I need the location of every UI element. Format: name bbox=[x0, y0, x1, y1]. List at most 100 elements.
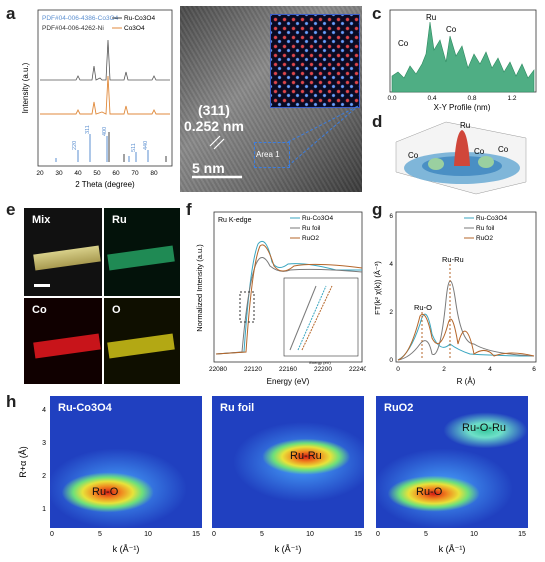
xtick: 5 bbox=[98, 531, 102, 538]
edge-label: Ru K-edge bbox=[218, 217, 252, 224]
x-axis-label: X-Y Profile (nm) bbox=[434, 103, 491, 112]
xtick: 10 bbox=[144, 531, 152, 538]
xtick: 60 bbox=[112, 170, 120, 177]
ru-ru-annotation: Ru-Ru bbox=[290, 450, 322, 462]
inset-x-label: Energy (eV) bbox=[309, 360, 331, 365]
x-axis-label: Energy (eV) bbox=[267, 377, 310, 386]
xtick: 10 bbox=[470, 531, 478, 538]
x-axis-label: k (Å⁻¹) bbox=[275, 544, 302, 554]
area-1-box bbox=[254, 142, 290, 168]
y-axis-label: R+α (Å) bbox=[18, 446, 28, 477]
ytick: 3 bbox=[42, 440, 46, 447]
fft-inset bbox=[270, 14, 360, 108]
xtick: 10 bbox=[306, 531, 314, 538]
ytick: 4 bbox=[389, 261, 393, 268]
xtick: 6 bbox=[532, 366, 536, 373]
legend-ru-foil: Ru foil bbox=[302, 225, 321, 232]
exafs-chart: Ru-Co3O4 Ru foil RuO2 Ru-Ru Ru-O 0 2 4 6… bbox=[373, 211, 537, 386]
ytick: 4 bbox=[42, 407, 46, 414]
x-axis-label: k (Å⁻¹) bbox=[113, 544, 140, 554]
wt-axes: 1 2 3 4 R+α (Å) 0 5 10 15 0 5 10 15 0 5 … bbox=[18, 407, 526, 554]
legend-ru-co3o4: Ru-Co3O4 bbox=[124, 15, 155, 22]
legend-ru-co3o4: Ru-Co3O4 bbox=[476, 215, 507, 222]
y-axis-label: Intensity (a.u.) bbox=[21, 62, 30, 113]
y-axis-label: FT(k² χ(k)) (Å⁻³) bbox=[373, 261, 382, 315]
lattice-plane: (311) bbox=[198, 102, 230, 118]
xtick: 0 bbox=[50, 531, 54, 538]
xtick: 30 bbox=[55, 170, 63, 177]
peak-label-511: 511 bbox=[131, 143, 137, 152]
xtick: 50 bbox=[93, 170, 101, 177]
legend-ruo2: RuO2 bbox=[302, 235, 319, 242]
panel-label-d: d bbox=[372, 112, 383, 131]
co-peak-label: Co bbox=[408, 151, 419, 160]
panel-label-g: g bbox=[372, 200, 383, 219]
wt-title: RuO2 bbox=[384, 402, 414, 414]
eds-ru-map: Ru bbox=[104, 208, 180, 296]
eds-o-map: O bbox=[104, 298, 180, 384]
co-peak-label: Co bbox=[498, 145, 509, 154]
xtick: 0.4 bbox=[427, 95, 436, 102]
zoom-inset bbox=[283, 277, 359, 357]
legend-ni-pdf: PDF#04-006-4262-Ni bbox=[42, 25, 104, 32]
xtick: 0.8 bbox=[467, 95, 476, 102]
xtick: 0 bbox=[212, 531, 216, 538]
xrd-chart: PDF#04-006-4386-Co3O4 PDF#04-006-4262-Ni… bbox=[21, 9, 173, 189]
co-peak-label: Co bbox=[474, 147, 485, 156]
peak-label-400: 400 bbox=[102, 127, 108, 136]
xtick: 40 bbox=[74, 170, 82, 177]
ru-ru-annotation: Ru-Ru bbox=[442, 255, 464, 264]
panel-label-f: f bbox=[186, 200, 192, 219]
scale-bar-label: 5 nm bbox=[192, 160, 225, 176]
legend-co3o4-pdf: PDF#04-006-4386-Co3O4 bbox=[42, 15, 119, 22]
xtick: 5 bbox=[424, 531, 428, 538]
ru-peak-label: Ru bbox=[460, 121, 470, 130]
ytick: 2 bbox=[42, 473, 46, 480]
xtick: 0.0 bbox=[387, 95, 396, 102]
lattice-spacing: 0.252 nm bbox=[184, 118, 244, 134]
xtick: 4 bbox=[488, 366, 492, 373]
xtick: 20 bbox=[36, 170, 44, 177]
ru-o-annotation: Ru-O bbox=[414, 303, 432, 312]
xtick: 15 bbox=[354, 531, 362, 538]
ru-label: Ru bbox=[112, 214, 127, 226]
xtick: 0 bbox=[376, 531, 380, 538]
x-axis-label: k (Å⁻¹) bbox=[439, 544, 466, 554]
peak-co-label: Co bbox=[446, 25, 457, 34]
peak-ru-label: Ru bbox=[426, 13, 436, 22]
co-label: Co bbox=[32, 304, 47, 316]
panel-label-h: h bbox=[6, 392, 17, 411]
panel-label-e: e bbox=[6, 200, 16, 219]
peak-label-311: 311 bbox=[85, 125, 91, 134]
wt-ru-co3o4: Ru-Co3O4 Ru-O bbox=[50, 396, 202, 528]
legend-ru-foil: Ru foil bbox=[476, 225, 495, 232]
xtick: 22080 bbox=[209, 366, 227, 373]
peak-label-220: 220 bbox=[72, 141, 78, 150]
xtick: 22200 bbox=[314, 366, 332, 373]
wt-title: Ru-Co3O4 bbox=[58, 402, 112, 414]
xtick: 5 bbox=[260, 531, 264, 538]
xtick: 0 bbox=[396, 366, 400, 373]
xtick: 80 bbox=[150, 170, 158, 177]
ytick: 6 bbox=[389, 213, 393, 220]
line-profile-chart: Co Ru Co 0.0 0.4 0.8 1.2 X-Y Profile (nm… bbox=[387, 9, 537, 112]
eds-mix-map: Mix bbox=[24, 208, 102, 296]
legend-co3o4: Co3O4 bbox=[124, 25, 145, 32]
xtick: 22240 bbox=[349, 366, 366, 373]
xtick: 2 bbox=[442, 366, 446, 373]
ru-o-ru-annotation: Ru-O-Ru bbox=[462, 422, 507, 434]
ytick: 1 bbox=[42, 506, 46, 513]
legend-ru-co3o4: Ru-Co3O4 bbox=[302, 215, 333, 222]
xtick: 22160 bbox=[279, 366, 297, 373]
xtick: 70 bbox=[131, 170, 139, 177]
legend-ruo2: RuO2 bbox=[476, 235, 493, 242]
ru-o-annotation: Ru-O bbox=[416, 486, 443, 498]
xtick: 15 bbox=[518, 531, 526, 538]
ytick: 2 bbox=[389, 309, 393, 316]
wt-title: Ru foil bbox=[220, 402, 255, 414]
x-axis-label: 2 Theta (degree) bbox=[75, 180, 135, 189]
o-label: O bbox=[112, 304, 121, 316]
xtick: 15 bbox=[192, 531, 200, 538]
xtick: 22120 bbox=[244, 366, 262, 373]
mix-label: Mix bbox=[32, 214, 51, 226]
